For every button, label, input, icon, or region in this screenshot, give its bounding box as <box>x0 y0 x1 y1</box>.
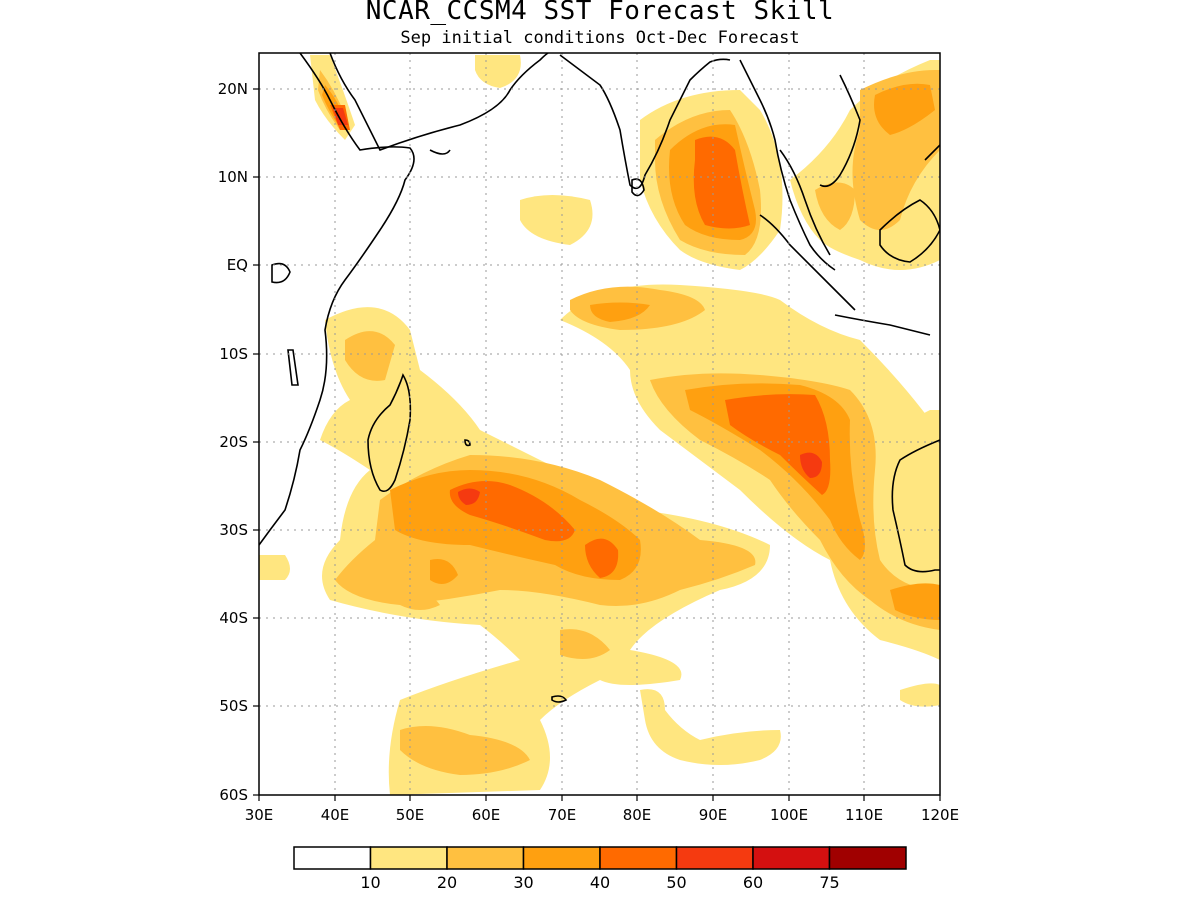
sumatra-coastline <box>759 214 856 311</box>
colorbar-swatch <box>828 846 907 870</box>
lat-tick-label: 10S <box>219 345 248 363</box>
madagascar-coastline <box>367 373 412 493</box>
lon-tick-label: 120E <box>921 806 959 824</box>
skill-field <box>259 55 940 795</box>
scs-30 <box>874 83 935 135</box>
chart-title: NCAR_CCSM4 SST Forecast Skill <box>365 0 835 26</box>
lon-tick-labels: 30E 40E 50E 60E 70E 80E 90E 100E 110E 12… <box>245 806 959 824</box>
colorbar-swatch <box>369 846 448 870</box>
lon-tick-label: 110E <box>845 806 883 824</box>
colorbar-label: 50 <box>666 873 686 892</box>
lake-victoria <box>271 262 291 284</box>
java-coastline <box>834 314 931 336</box>
africa-coastline <box>259 53 415 546</box>
australia-coastline <box>891 439 940 573</box>
skill-level-50 <box>333 108 822 505</box>
lon-tick-label: 80E <box>623 806 652 824</box>
colorbar-label: 40 <box>590 873 610 892</box>
sio-skill-30b <box>430 559 458 584</box>
chart-subtitle: Sep initial conditions Oct-Dec Forecast <box>400 28 800 48</box>
colorbar <box>293 846 907 870</box>
south-ocean-20b <box>560 629 610 659</box>
colorbar-swatch <box>752 846 831 870</box>
mozambique-channel-skill <box>259 555 290 580</box>
lat-tick-label: 30S <box>219 521 248 539</box>
lat-tick-label: 50S <box>219 697 248 715</box>
colorbar-label: 10 <box>360 873 380 892</box>
south-io-small <box>400 590 440 610</box>
lon-tick-label: 60E <box>472 806 501 824</box>
lon-tick-label: 100E <box>770 806 808 824</box>
lon-tick-label: 90E <box>699 806 728 824</box>
map-frame <box>258 52 941 796</box>
lat-tick-label: 40S <box>219 609 248 627</box>
south-pacific-edge-skill <box>900 683 940 707</box>
kerguelen-island <box>551 695 568 703</box>
lon-tick-label: 30E <box>245 806 274 824</box>
colorbar-label: 20 <box>437 873 457 892</box>
west-australia-coast-skill <box>880 410 940 480</box>
india-coastline <box>559 54 731 190</box>
lon-tick-label: 50E <box>396 806 425 824</box>
lat-tick-label: 10N <box>218 168 248 186</box>
lake-tanganyika <box>287 349 299 386</box>
indochina-coastline <box>819 74 861 188</box>
colorbar-label: 75 <box>819 873 839 892</box>
philippines-coastline <box>924 144 940 161</box>
east-io-skill-20 <box>650 373 940 630</box>
colorbar-swatch <box>522 846 601 870</box>
scs-20b <box>815 182 855 230</box>
lat-tick-labels: 20N 10N EQ 10S 20S 30S 40S 50S 60S <box>218 80 248 804</box>
myanmar-thai-coastline <box>739 59 836 271</box>
equatorial-30 <box>590 302 650 322</box>
colorbar-swatch <box>446 846 525 870</box>
colorbar-label: 30 <box>513 873 533 892</box>
sio-skill-40b <box>585 538 619 578</box>
colorbar-swatch <box>675 846 754 870</box>
lon-tick-label: 70E <box>548 806 577 824</box>
lat-tick-label: 20N <box>218 80 248 98</box>
tick-marks <box>253 88 941 801</box>
east-io-skill-30b <box>890 583 940 620</box>
horn-of-africa-coastline <box>429 149 451 155</box>
malay-peninsula-coastline <box>779 149 831 256</box>
south-ocean-20 <box>400 726 530 775</box>
grid-lines <box>259 53 940 795</box>
lat-tick-label: EQ <box>227 256 248 274</box>
lat-tick-label: 60S <box>219 786 248 804</box>
coastlines <box>259 53 940 703</box>
colorbar-swatch <box>293 846 372 870</box>
colorbar-label: 60 <box>743 873 763 892</box>
sio-skill-20 <box>345 331 395 381</box>
lat-tick-label: 20S <box>219 433 248 451</box>
gulf-of-aden-skill-region <box>475 55 521 88</box>
lon-tick-label: 40E <box>321 806 350 824</box>
colorbar-labels: 10 20 30 40 50 60 75 <box>360 873 839 892</box>
southern-ocean-patch <box>640 689 781 765</box>
sio-skill-50 <box>458 488 480 505</box>
arabian-sea-skill-region <box>520 195 593 245</box>
bay-of-bengal-40 <box>693 136 750 229</box>
sio-skill-40 <box>449 481 575 542</box>
east-io-skill-50 <box>800 452 822 478</box>
arabia-coastline <box>329 53 549 152</box>
colorbar-swatch <box>599 846 678 870</box>
mascarene-islands <box>464 439 471 447</box>
